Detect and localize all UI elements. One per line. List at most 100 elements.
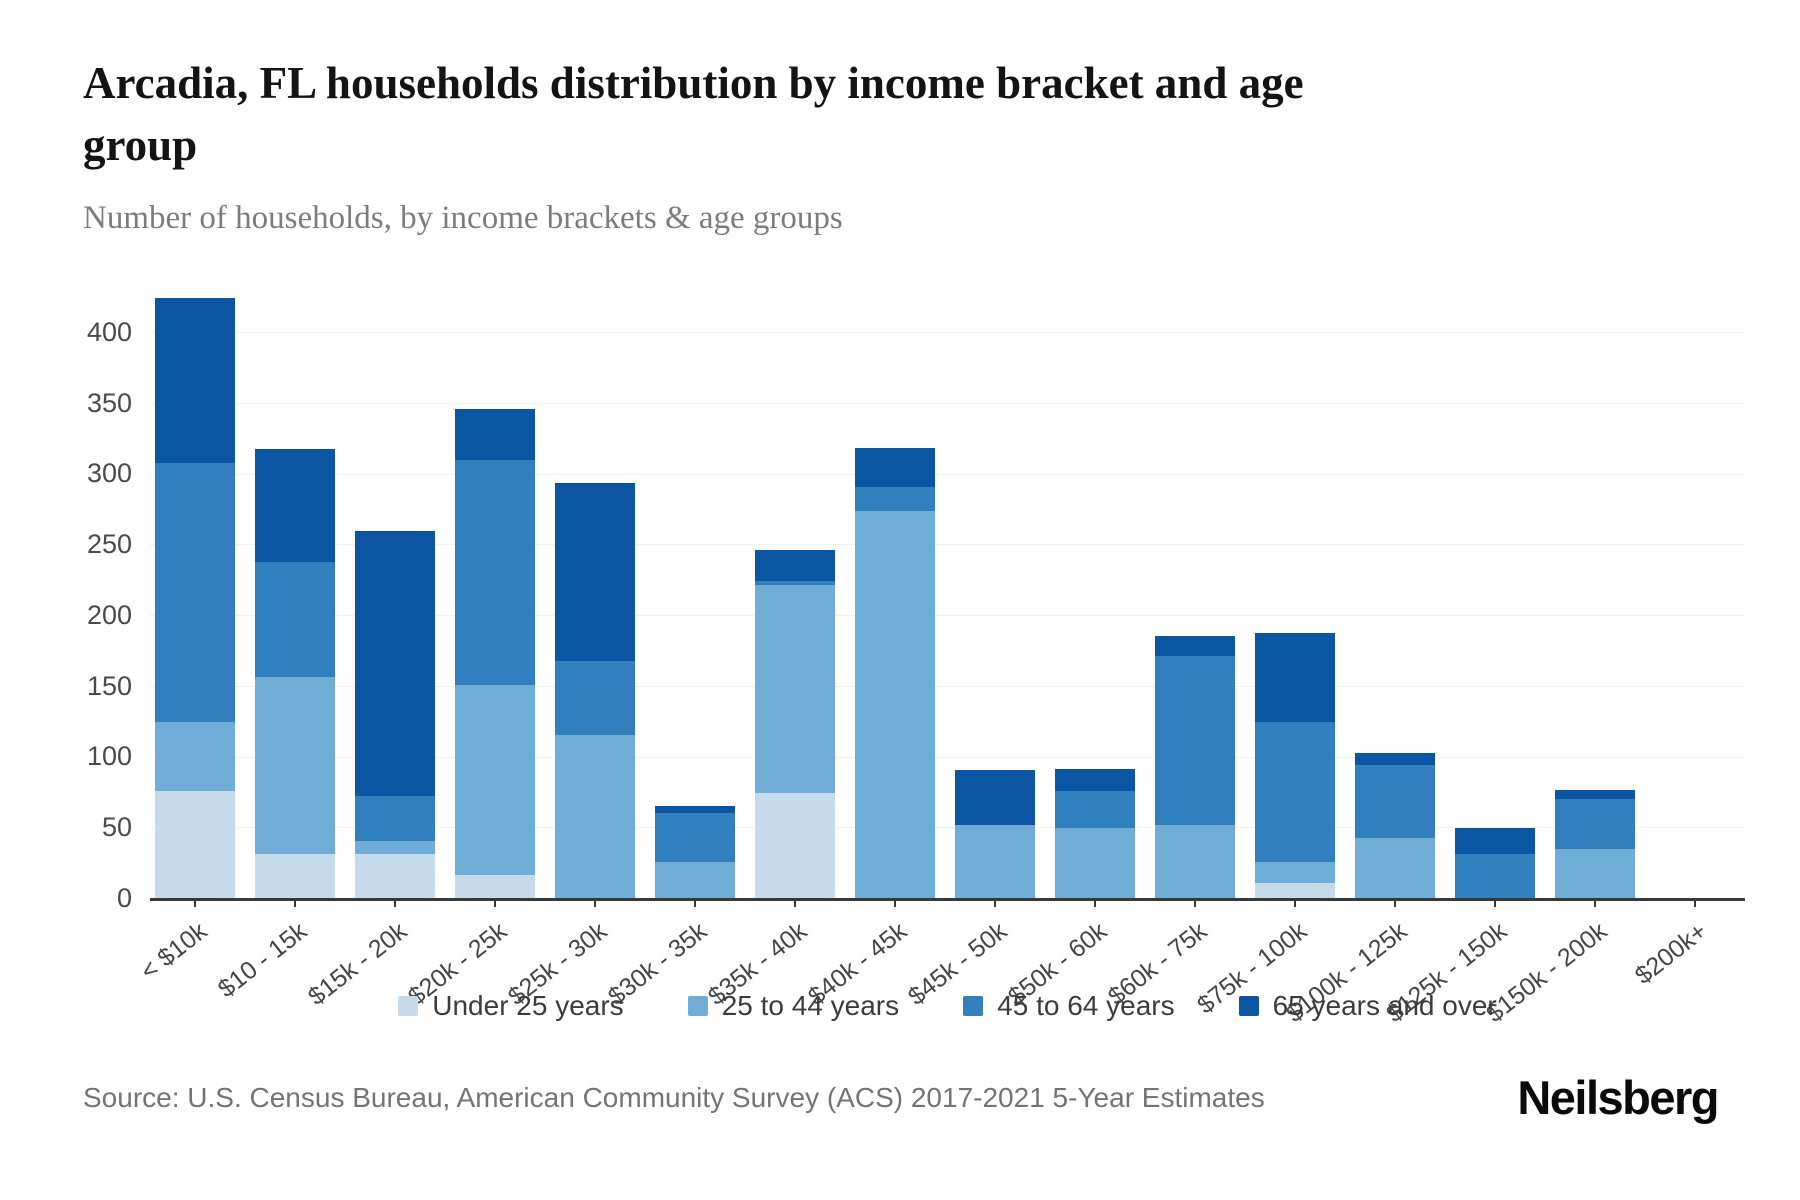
y-tick-label-200: 200 [86,599,132,630]
bar-segment-65 years and over [1055,768,1135,792]
bar-segment-25 to 44 years [1155,825,1235,899]
bar-$25k - 30k [555,483,635,899]
bar-segment-65 years and over [1455,828,1535,854]
bar-segment-Under 25 years [455,874,535,899]
stacked-bar-chart: 0 50 100 150 200 250 300 350 400 < $10k $10 - 15k… [87,258,1745,1028]
bar-segment-65 years and over [155,297,235,464]
gridline-150 [150,685,1745,687]
bar-< $10k [155,297,235,899]
legend-label: 25 to 44 years [721,990,900,1021]
bar-segment-25 to 44 years [455,685,535,875]
y-tick-label-400: 400 [86,316,132,347]
bar-segment-45 to 64 years [255,562,335,677]
page-title: Arcadia, FL households distribution by i… [83,58,1304,171]
bar-segment-25 to 44 years [655,862,735,899]
bar-segment-Under 25 years [355,853,435,899]
x-tick [694,899,696,907]
bar-$60k - 75k [1155,635,1235,899]
x-tick [1194,899,1196,907]
bar-segment-45 to 64 years [1055,791,1135,829]
gridline-200 [150,615,1745,616]
bar-segment-25 to 44 years [1355,838,1435,899]
bar-segment-25 to 44 years [255,676,335,854]
bar-segment-65 years and over [1155,635,1235,656]
bar-segment-65 years and over [755,549,835,581]
bar-segment-65 years and over [1355,753,1435,765]
bar-segment-45 to 64 years [755,580,835,585]
bar-segment-45 to 64 years [355,795,435,841]
legend-swatch-icon [1238,996,1259,1016]
x-axis-line [150,898,1745,901]
bar-segment-25 to 44 years [355,841,435,854]
x-tick [1394,899,1396,907]
y-tick-label-0: 0 [116,883,132,913]
x-tick [594,899,596,907]
bar-segment-65 years and over [555,483,635,662]
y-tick-label-350: 350 [86,387,132,418]
bar-$150k - 200k [1555,790,1635,899]
bar-$45k - 50k [955,770,1035,899]
bar-segment-25 to 44 years [855,511,935,899]
bar-segment-25 to 44 years [1255,862,1335,884]
legend-swatch-icon [687,996,708,1016]
legend-swatch-icon [963,996,984,1016]
legend-item-65 years and over: 65 years and over [1238,990,1497,1022]
bar-$15k - 20k [355,531,435,899]
x-tick [294,899,296,907]
legend-label: 45 to 64 years [997,990,1175,1021]
legend-item-25 to 44 years: 25 to 44 years [687,990,900,1022]
x-tick [1694,899,1696,907]
bar-segment-65 years and over [1555,790,1635,799]
bar-segment-45 to 64 years [1255,722,1335,863]
y-tick-label-50: 50 [101,812,132,843]
bar-segment-65 years and over [355,531,435,796]
legend-label: 65 years and over [1272,990,1497,1021]
legend-item-45 to 64 years: 45 to 64 years [963,990,1175,1022]
y-tick-label-150: 150 [86,670,132,701]
bar-$30k - 35k [655,805,735,899]
y-tick-label-100: 100 [86,741,132,772]
bar-segment-45 to 64 years [1155,655,1235,826]
x-tick [1594,899,1596,907]
x-tick [894,899,896,907]
bar-$35k - 40k [755,549,835,899]
gridline-400 [150,332,1745,333]
bar-segment-25 to 44 years [555,734,635,899]
bar-segment-25 to 44 years [1555,849,1635,899]
bar-segment-Under 25 years [255,853,335,899]
x-tick [494,899,496,907]
bar-segment-45 to 64 years [155,463,235,723]
bar-segment-45 to 64 years [455,460,535,686]
gridline-300 [150,473,1745,475]
legend-item-Under 25 years: Under 25 years [398,990,624,1022]
y-tick-label-250: 250 [86,529,132,560]
page-subtitle: Number of households, by income brackets… [83,200,843,236]
gridline-100 [150,756,1745,758]
bar-segment-65 years and over [455,409,535,461]
bar-$50k - 60k [1055,768,1135,899]
x-tick [1494,899,1496,907]
bar-segment-65 years and over [855,447,935,488]
bar-segment-45 to 64 years [1355,764,1435,839]
bar-segment-45 to 64 years [855,487,935,512]
bar-segment-45 to 64 years [555,661,635,735]
bar-segment-65 years and over [1255,633,1335,723]
bar-segment-45 to 64 years [655,812,735,863]
gridline-250 [150,544,1745,546]
x-tick [1094,899,1096,907]
x-tick [394,899,396,907]
bar-$20k - 25k [455,409,535,899]
bar-segment-65 years and over [955,770,1035,826]
y-tick-label-300: 300 [86,458,132,489]
gridline-50 [150,827,1745,829]
bar-$100k - 125k [1355,753,1435,899]
gridline-350 [150,402,1745,404]
bar-segment-Under 25 years [1255,883,1335,899]
legend-swatch-icon [398,996,419,1016]
bar-segment-Under 25 years [155,791,235,899]
bar-segment-65 years and over [655,805,735,813]
bar-segment-45 to 64 years [1455,853,1535,899]
bar-$40k - 45k [855,447,935,899]
x-tick [1294,899,1296,907]
